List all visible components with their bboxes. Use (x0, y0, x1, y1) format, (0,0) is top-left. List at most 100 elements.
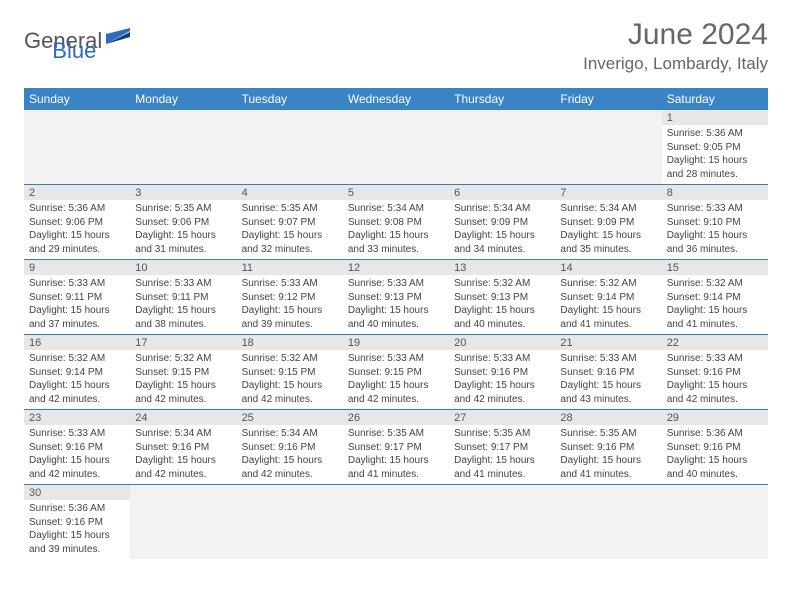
calendar-empty-cell (555, 110, 661, 185)
day-data-line: Daylight: 15 hours (348, 229, 444, 243)
day-data-line: Sunrise: 5:33 AM (348, 277, 444, 291)
calendar-day-cell: 25Sunrise: 5:34 AMSunset: 9:16 PMDayligh… (237, 410, 343, 485)
day-data-line: Sunrise: 5:32 AM (560, 277, 656, 291)
calendar-day-cell: 19Sunrise: 5:33 AMSunset: 9:15 PMDayligh… (343, 335, 449, 410)
day-data: Sunrise: 5:33 AMSunset: 9:10 PMDaylight:… (662, 200, 768, 259)
day-data: Sunrise: 5:36 AMSunset: 9:05 PMDaylight:… (662, 125, 768, 184)
calendar-day-cell: 6Sunrise: 5:34 AMSunset: 9:09 PMDaylight… (449, 185, 555, 260)
calendar-day-cell: 5Sunrise: 5:34 AMSunset: 9:08 PMDaylight… (343, 185, 449, 260)
calendar-empty-cell (24, 110, 130, 185)
calendar-day-cell: 20Sunrise: 5:33 AMSunset: 9:16 PMDayligh… (449, 335, 555, 410)
weekday-header-row: SundayMondayTuesdayWednesdayThursdayFrid… (24, 88, 768, 110)
day-number: 21 (555, 335, 661, 350)
day-number: 2 (24, 185, 130, 200)
day-data: Sunrise: 5:32 AMSunset: 9:15 PMDaylight:… (237, 350, 343, 409)
day-data-line: Sunrise: 5:36 AM (29, 202, 125, 216)
calendar-day-cell: 14Sunrise: 5:32 AMSunset: 9:14 PMDayligh… (555, 260, 661, 335)
calendar-day-cell: 21Sunrise: 5:33 AMSunset: 9:16 PMDayligh… (555, 335, 661, 410)
day-data-line: and 40 minutes. (454, 318, 550, 332)
calendar-day-cell: 24Sunrise: 5:34 AMSunset: 9:16 PMDayligh… (130, 410, 236, 485)
calendar-day-cell: 13Sunrise: 5:32 AMSunset: 9:13 PMDayligh… (449, 260, 555, 335)
day-data-line: Sunrise: 5:33 AM (135, 277, 231, 291)
day-data-line: and 42 minutes. (135, 468, 231, 482)
day-data-line: and 28 minutes. (667, 168, 763, 182)
day-number: 29 (662, 410, 768, 425)
day-number: 19 (343, 335, 449, 350)
day-data-line: Daylight: 15 hours (29, 304, 125, 318)
day-data-line: Sunset: 9:06 PM (135, 216, 231, 230)
day-data: Sunrise: 5:32 AMSunset: 9:15 PMDaylight:… (130, 350, 236, 409)
day-data-line: Sunrise: 5:33 AM (667, 202, 763, 216)
day-data-line: Sunrise: 5:35 AM (135, 202, 231, 216)
day-number: 6 (449, 185, 555, 200)
calendar-empty-cell (343, 110, 449, 185)
day-data: Sunrise: 5:35 AMSunset: 9:16 PMDaylight:… (555, 425, 661, 484)
day-data-line: Daylight: 15 hours (560, 229, 656, 243)
day-data: Sunrise: 5:33 AMSunset: 9:16 PMDaylight:… (662, 350, 768, 409)
calendar-week-row: 9Sunrise: 5:33 AMSunset: 9:11 PMDaylight… (24, 260, 768, 335)
day-data-line: Daylight: 15 hours (29, 229, 125, 243)
day-data-line: and 41 minutes. (454, 468, 550, 482)
calendar-empty-cell (449, 485, 555, 560)
day-data: Sunrise: 5:32 AMSunset: 9:14 PMDaylight:… (24, 350, 130, 409)
day-data-line: Sunset: 9:16 PM (667, 366, 763, 380)
day-data-line: Daylight: 15 hours (29, 454, 125, 468)
weekday-header: Monday (130, 88, 236, 110)
day-data: Sunrise: 5:35 AMSunset: 9:06 PMDaylight:… (130, 200, 236, 259)
day-data-line: Sunrise: 5:32 AM (454, 277, 550, 291)
day-data-line: and 41 minutes. (560, 468, 656, 482)
calendar-day-cell: 18Sunrise: 5:32 AMSunset: 9:15 PMDayligh… (237, 335, 343, 410)
day-data-line: and 42 minutes. (242, 468, 338, 482)
calendar-empty-cell (130, 110, 236, 185)
day-number: 5 (343, 185, 449, 200)
day-number: 17 (130, 335, 236, 350)
calendar-body: 1Sunrise: 5:36 AMSunset: 9:05 PMDaylight… (24, 110, 768, 559)
day-data-line: Daylight: 15 hours (348, 454, 444, 468)
day-data-line: Daylight: 15 hours (667, 304, 763, 318)
calendar-day-cell: 16Sunrise: 5:32 AMSunset: 9:14 PMDayligh… (24, 335, 130, 410)
day-number: 10 (130, 260, 236, 275)
calendar-day-cell: 3Sunrise: 5:35 AMSunset: 9:06 PMDaylight… (130, 185, 236, 260)
day-data-line: Daylight: 15 hours (560, 454, 656, 468)
day-data-line: Daylight: 15 hours (135, 379, 231, 393)
day-data-line: and 42 minutes. (29, 393, 125, 407)
day-number: 26 (343, 410, 449, 425)
calendar-week-row: 2Sunrise: 5:36 AMSunset: 9:06 PMDaylight… (24, 185, 768, 260)
page-subtitle: Inverigo, Lombardy, Italy (583, 54, 768, 74)
day-number: 18 (237, 335, 343, 350)
day-number: 11 (237, 260, 343, 275)
day-data-line: and 42 minutes. (29, 468, 125, 482)
day-data: Sunrise: 5:33 AMSunset: 9:16 PMDaylight:… (449, 350, 555, 409)
day-data: Sunrise: 5:36 AMSunset: 9:06 PMDaylight:… (24, 200, 130, 259)
day-data: Sunrise: 5:36 AMSunset: 9:16 PMDaylight:… (662, 425, 768, 484)
day-data-line: Daylight: 15 hours (242, 454, 338, 468)
calendar-day-cell: 1Sunrise: 5:36 AMSunset: 9:05 PMDaylight… (662, 110, 768, 185)
day-data: Sunrise: 5:32 AMSunset: 9:13 PMDaylight:… (449, 275, 555, 334)
day-data-line: Sunset: 9:14 PM (29, 366, 125, 380)
calendar-day-cell: 2Sunrise: 5:36 AMSunset: 9:06 PMDaylight… (24, 185, 130, 260)
day-data-line: Sunset: 9:16 PM (135, 441, 231, 455)
brand-part2: Blue (52, 38, 96, 64)
day-data-line: Sunrise: 5:32 AM (667, 277, 763, 291)
day-number: 12 (343, 260, 449, 275)
calendar-empty-cell (130, 485, 236, 560)
calendar-week-row: 30Sunrise: 5:36 AMSunset: 9:16 PMDayligh… (24, 485, 768, 560)
day-data-line: Sunrise: 5:33 AM (667, 352, 763, 366)
day-number: 15 (662, 260, 768, 275)
day-data-line: Sunrise: 5:36 AM (667, 427, 763, 441)
day-number: 3 (130, 185, 236, 200)
day-data-line: Sunset: 9:12 PM (242, 291, 338, 305)
day-data: Sunrise: 5:35 AMSunset: 9:17 PMDaylight:… (449, 425, 555, 484)
day-data: Sunrise: 5:36 AMSunset: 9:16 PMDaylight:… (24, 500, 130, 559)
day-data-line: Sunset: 9:17 PM (348, 441, 444, 455)
day-data: Sunrise: 5:33 AMSunset: 9:16 PMDaylight:… (555, 350, 661, 409)
day-data-line: Sunrise: 5:36 AM (29, 502, 125, 516)
weekday-header: Friday (555, 88, 661, 110)
calendar-empty-cell (449, 110, 555, 185)
day-data-line: and 32 minutes. (242, 243, 338, 257)
day-data-line: and 43 minutes. (560, 393, 656, 407)
day-data-line: and 42 minutes. (667, 393, 763, 407)
calendar-day-cell: 22Sunrise: 5:33 AMSunset: 9:16 PMDayligh… (662, 335, 768, 410)
day-data-line: Daylight: 15 hours (560, 379, 656, 393)
day-data-line: Sunset: 9:14 PM (667, 291, 763, 305)
